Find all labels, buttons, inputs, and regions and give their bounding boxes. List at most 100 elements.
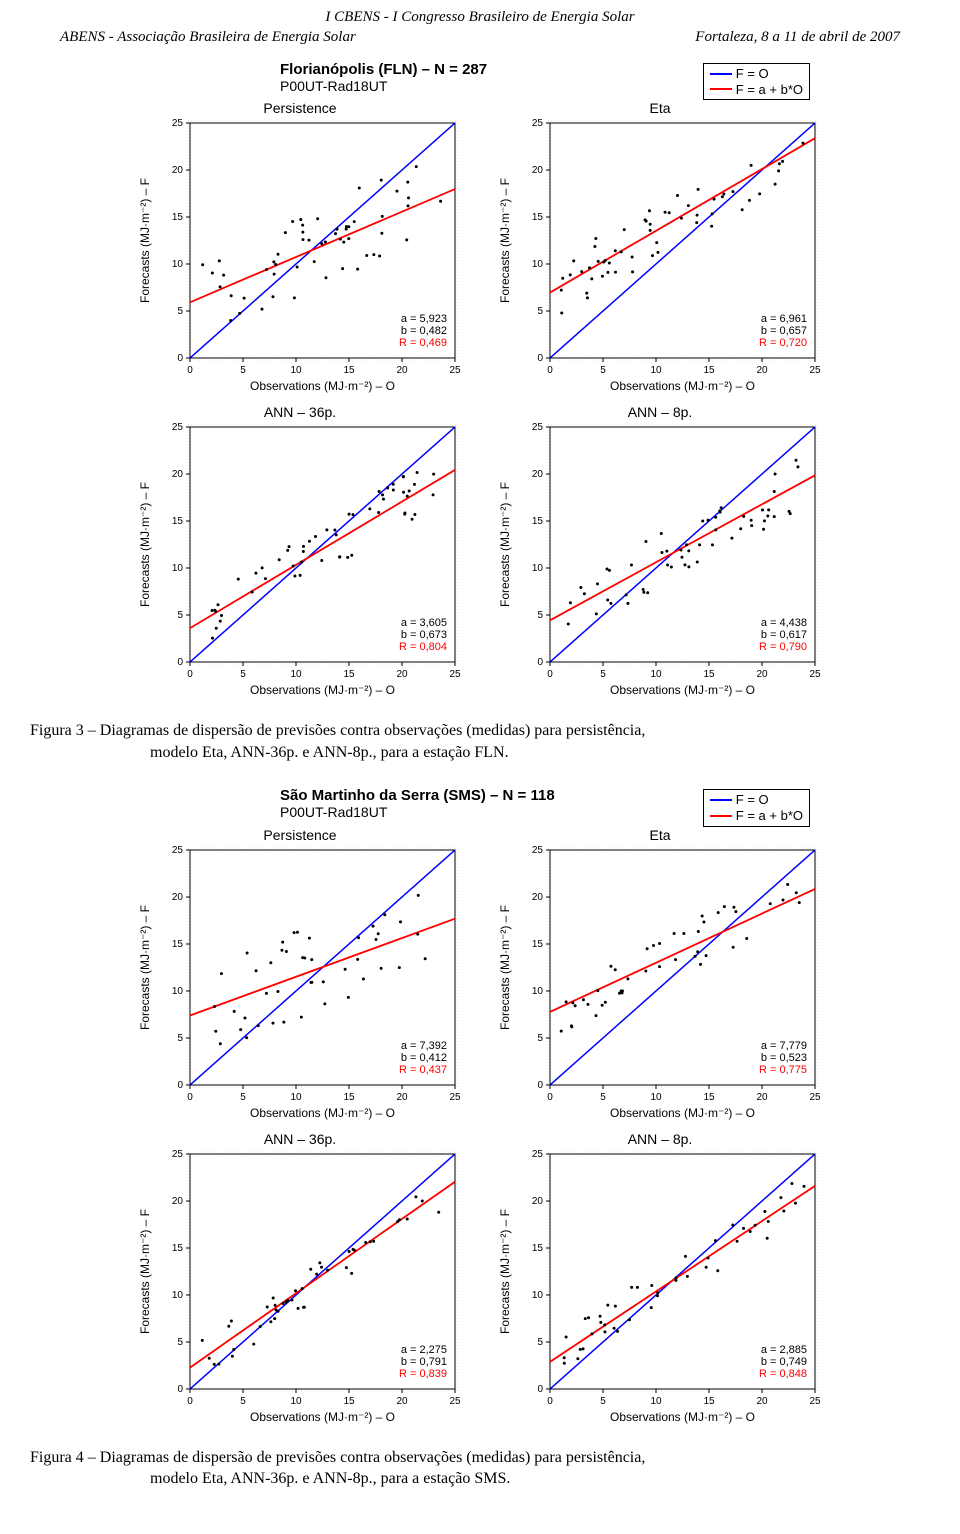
- header-line2-right: Fortaleza, 8 a 11 de abril de 2007: [695, 28, 900, 48]
- svg-text:5: 5: [177, 1337, 183, 1348]
- legend-regression: F = a + b*O: [710, 808, 803, 824]
- svg-text:25: 25: [532, 422, 544, 433]
- svg-text:15: 15: [532, 939, 544, 950]
- panel-title: Persistence: [135, 827, 465, 843]
- svg-text:15: 15: [532, 1243, 544, 1254]
- svg-text:5: 5: [600, 365, 606, 376]
- figure-legend: F = O F = a + b*O: [703, 789, 810, 826]
- svg-text:a = 7,779: a = 7,779: [761, 1040, 807, 1052]
- scatter-plot: 00551010151520202525Observations (MJ·m⁻²…: [135, 845, 465, 1125]
- svg-text:b = 0,523: b = 0,523: [761, 1052, 807, 1064]
- legend-swatch-regression: [710, 815, 732, 817]
- svg-text:0: 0: [187, 1396, 193, 1407]
- svg-text:0: 0: [537, 657, 543, 668]
- svg-text:15: 15: [172, 516, 184, 527]
- svg-text:15: 15: [703, 669, 715, 680]
- figure3-panel-persistence: Persistence 00551010151520202525Observat…: [135, 100, 465, 398]
- figure3-station: Florianópolis (FLN) – N = 287 P00UT-Rad1…: [280, 61, 487, 94]
- svg-text:Observations (MJ·m⁻²) – O: Observations (MJ·m⁻²) – O: [250, 379, 395, 393]
- svg-text:25: 25: [532, 845, 544, 856]
- svg-text:a = 7,392: a = 7,392: [401, 1040, 447, 1052]
- svg-text:25: 25: [449, 365, 461, 376]
- svg-text:20: 20: [172, 1196, 184, 1207]
- svg-text:15: 15: [343, 365, 355, 376]
- figure3-panel-eta: Eta 00551010151520202525Observations (MJ…: [495, 100, 825, 398]
- svg-text:20: 20: [396, 669, 408, 680]
- svg-text:15: 15: [532, 212, 544, 223]
- figure3-station-line2: P00UT-Rad18UT: [280, 78, 487, 94]
- svg-text:25: 25: [449, 1092, 461, 1103]
- svg-text:10: 10: [532, 1290, 544, 1301]
- svg-text:5: 5: [600, 669, 606, 680]
- figure3-station-line1: Florianópolis (FLN) – N = 287: [280, 61, 487, 78]
- svg-text:Observations (MJ·m⁻²) – O: Observations (MJ·m⁻²) – O: [250, 683, 395, 697]
- panel-title: ANN – 8p.: [495, 1131, 825, 1147]
- figure4-station-line2: P00UT-Rad18UT: [280, 804, 555, 820]
- svg-text:5: 5: [240, 669, 246, 680]
- figure3-caption: Figura 3 – Diagramas de dispersão de pre…: [0, 702, 960, 777]
- svg-text:10: 10: [172, 259, 184, 270]
- svg-text:0: 0: [537, 353, 543, 364]
- svg-text:b = 0,749: b = 0,749: [761, 1356, 807, 1368]
- svg-text:15: 15: [343, 1092, 355, 1103]
- figure4-station: São Martinho da Serra (SMS) – N = 118 P0…: [280, 787, 555, 820]
- svg-text:R = 0,720: R = 0,720: [759, 337, 807, 349]
- svg-text:0: 0: [187, 669, 193, 680]
- svg-text:Observations (MJ·m⁻²) – O: Observations (MJ·m⁻²) – O: [250, 1410, 395, 1424]
- svg-text:10: 10: [290, 1396, 302, 1407]
- svg-text:0: 0: [547, 1092, 553, 1103]
- svg-text:20: 20: [532, 469, 544, 480]
- svg-text:Forecasts (MJ·m⁻²) – F: Forecasts (MJ·m⁻²) – F: [138, 178, 152, 303]
- svg-text:0: 0: [187, 1092, 193, 1103]
- svg-text:5: 5: [600, 1092, 606, 1103]
- svg-text:R = 0,790: R = 0,790: [759, 641, 807, 653]
- svg-text:20: 20: [396, 365, 408, 376]
- svg-text:Observations (MJ·m⁻²) – O: Observations (MJ·m⁻²) – O: [610, 379, 755, 393]
- svg-text:0: 0: [177, 657, 183, 668]
- svg-text:15: 15: [343, 669, 355, 680]
- svg-text:5: 5: [537, 610, 543, 621]
- svg-text:a = 6,961: a = 6,961: [761, 313, 807, 325]
- header-line1: I CBENS - I Congresso Brasileiro de Ener…: [0, 8, 960, 28]
- svg-text:15: 15: [703, 1396, 715, 1407]
- svg-text:Forecasts (MJ·m⁻²) – F: Forecasts (MJ·m⁻²) – F: [498, 905, 512, 1030]
- svg-text:15: 15: [532, 516, 544, 527]
- svg-text:R = 0,804: R = 0,804: [399, 641, 447, 653]
- svg-text:10: 10: [650, 365, 662, 376]
- svg-text:a = 2,885: a = 2,885: [761, 1344, 807, 1356]
- figure-3: Florianópolis (FLN) – N = 287 P00UT-Rad1…: [0, 61, 960, 777]
- svg-text:0: 0: [177, 1384, 183, 1395]
- scatter-plot: 00551010151520202525Observations (MJ·m⁻²…: [135, 118, 465, 398]
- svg-text:10: 10: [290, 669, 302, 680]
- svg-text:Forecasts (MJ·m⁻²) – F: Forecasts (MJ·m⁻²) – F: [498, 178, 512, 303]
- svg-text:15: 15: [172, 212, 184, 223]
- svg-text:5: 5: [600, 1396, 606, 1407]
- svg-text:10: 10: [290, 365, 302, 376]
- svg-text:Observations (MJ·m⁻²) – O: Observations (MJ·m⁻²) – O: [610, 1410, 755, 1424]
- figure3-panel-ann8: ANN – 8p. 00551010151520202525Observatio…: [495, 404, 825, 702]
- svg-text:10: 10: [290, 1092, 302, 1103]
- svg-text:0: 0: [187, 365, 193, 376]
- figure4-panel-ann36: ANN – 36p. 00551010151520202525Observati…: [135, 1131, 465, 1429]
- svg-text:a = 2,275: a = 2,275: [401, 1344, 447, 1356]
- svg-text:25: 25: [809, 365, 821, 376]
- svg-text:0: 0: [537, 1080, 543, 1091]
- svg-text:5: 5: [240, 1396, 246, 1407]
- svg-text:20: 20: [532, 892, 544, 903]
- svg-text:5: 5: [537, 1033, 543, 1044]
- svg-text:Forecasts (MJ·m⁻²) – F: Forecasts (MJ·m⁻²) – F: [138, 905, 152, 1030]
- svg-text:0: 0: [547, 365, 553, 376]
- scatter-plot: 00551010151520202525Observations (MJ·m⁻²…: [495, 118, 825, 398]
- svg-text:R = 0,437: R = 0,437: [399, 1064, 447, 1076]
- svg-text:20: 20: [756, 1092, 768, 1103]
- svg-text:Forecasts (MJ·m⁻²) – F: Forecasts (MJ·m⁻²) – F: [138, 482, 152, 607]
- panel-title: Persistence: [135, 100, 465, 116]
- svg-text:5: 5: [177, 306, 183, 317]
- svg-text:b = 0,673: b = 0,673: [401, 629, 447, 641]
- svg-text:b = 0,791: b = 0,791: [401, 1356, 447, 1368]
- svg-text:20: 20: [396, 1396, 408, 1407]
- figure4-panel-ann8: ANN – 8p. 00551010151520202525Observatio…: [495, 1131, 825, 1429]
- svg-text:25: 25: [172, 422, 184, 433]
- svg-text:b = 0,412: b = 0,412: [401, 1052, 447, 1064]
- svg-text:20: 20: [172, 165, 184, 176]
